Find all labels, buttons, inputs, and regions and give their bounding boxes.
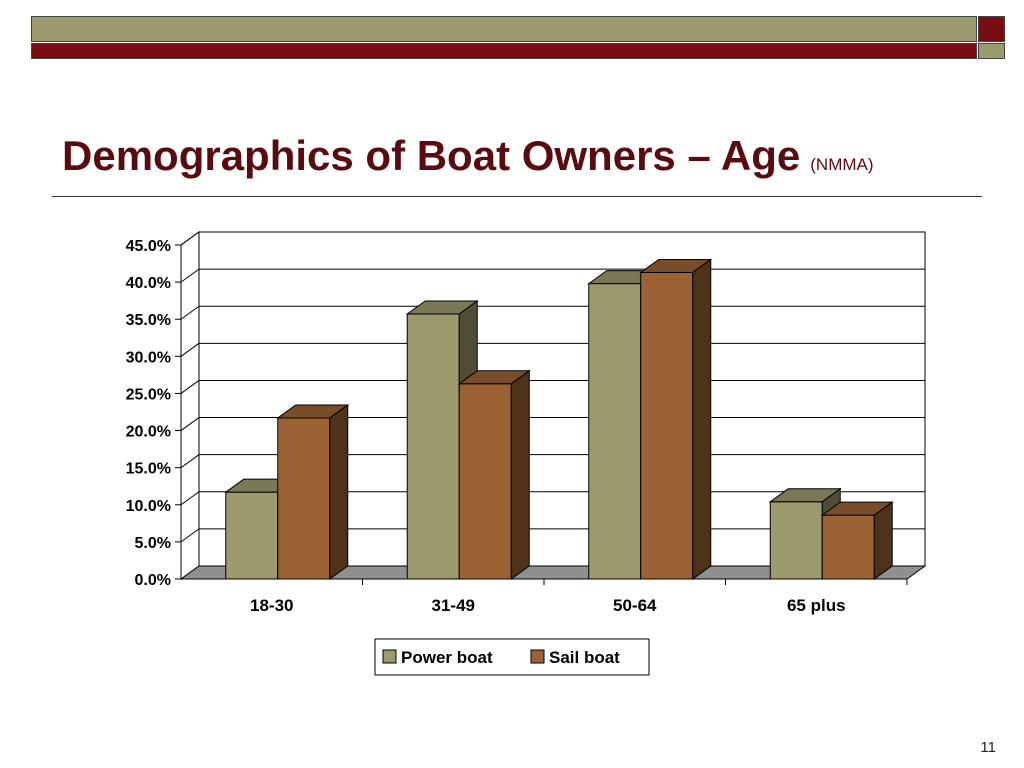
chart-legend: [374, 638, 650, 676]
bar-side: [329, 403, 349, 580]
slide-title-text: Demographics of Boat Owners – Age: [62, 132, 801, 179]
y-tick-label: 35.0%: [126, 312, 171, 329]
bar: [588, 283, 642, 580]
y-tick-label: 25.0%: [126, 386, 171, 403]
bar-side: [510, 369, 530, 580]
chart-side-wall: [180, 231, 200, 580]
header-square-olive: [978, 43, 1005, 59]
y-tick-label: 45.0%: [126, 238, 171, 255]
bar: [225, 491, 279, 580]
bar: [640, 271, 694, 580]
gridline-side: [180, 305, 200, 320]
bar: [277, 417, 331, 580]
legend-label: Power boat: [401, 648, 493, 667]
gridline-side: [180, 231, 200, 246]
bar: [406, 313, 460, 580]
bar: [769, 501, 823, 580]
y-tick-label: 20.0%: [126, 424, 171, 441]
slide-title: Demographics of Boat Owners – Age (NMMA): [62, 132, 874, 180]
y-tick-label: 15.0%: [126, 461, 171, 478]
x-tick-label: 50-64: [613, 596, 657, 615]
legend-swatch: [382, 649, 397, 664]
y-tick-label: 10.0%: [126, 498, 171, 515]
bar: [821, 514, 875, 580]
bar-chart: 0.0% 5.0% 10.0% 15.0% 20.0% 25.0% 30.0% 35.0% 40…: [126, 231, 927, 676]
bar-side: [692, 258, 712, 580]
header-band-red: [31, 43, 977, 59]
gridline-side: [180, 380, 200, 394]
header-band-olive: [31, 16, 977, 42]
gridline-side: [180, 268, 200, 283]
gridline-side: [180, 491, 200, 506]
page-number: 11: [980, 739, 996, 756]
x-tick-label: 18-30: [250, 596, 293, 615]
title-divider: [52, 196, 982, 197]
slide-title-source: (NMMA): [810, 155, 874, 174]
y-tick-label: 0.0%: [135, 572, 171, 589]
y-tick-label: 40.0%: [126, 275, 171, 292]
y-tick-label: 30.0%: [126, 349, 171, 366]
legend-label: Sail boat: [549, 648, 620, 667]
x-tick-label: 31-49: [432, 596, 475, 615]
gridline-side: [180, 342, 200, 357]
x-tick-label: 65 plus: [787, 596, 846, 615]
header-square-red: [978, 16, 1005, 42]
bar-side: [873, 501, 893, 580]
bar: [458, 383, 512, 580]
gridline-side: [180, 528, 200, 543]
header-band: [31, 16, 1005, 59]
y-tick-label: 5.0%: [135, 535, 171, 552]
gridline-side: [180, 417, 200, 431]
gridline-side: [180, 454, 200, 469]
legend-swatch: [530, 649, 545, 664]
